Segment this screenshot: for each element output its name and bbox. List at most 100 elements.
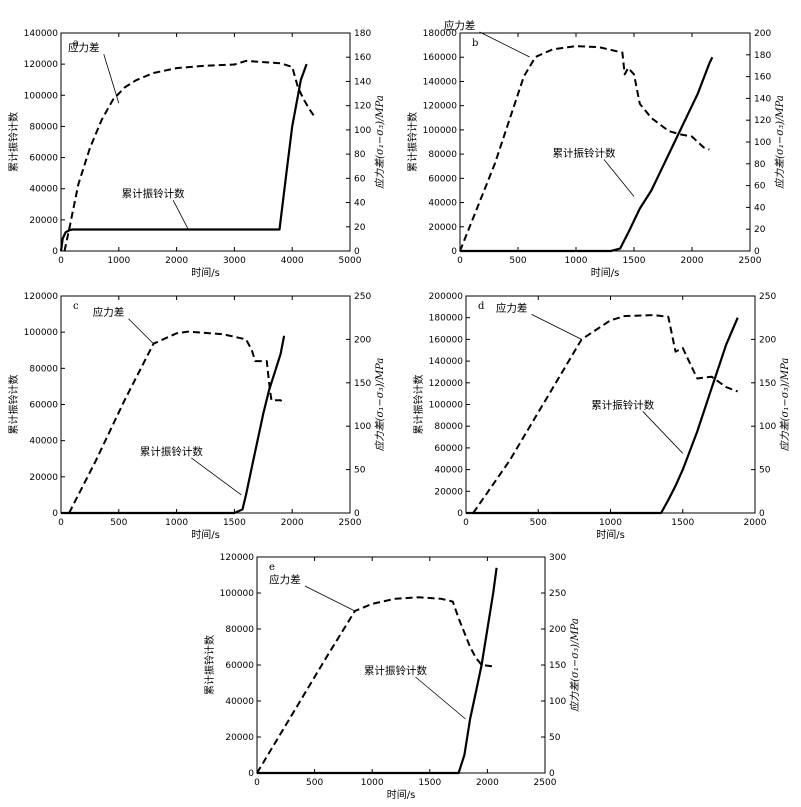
panel-letter: c [73, 301, 79, 312]
y-tick-label: 80000 [434, 422, 463, 432]
y-tick-label: 140000 [423, 77, 458, 87]
y-tick-label: 160000 [423, 53, 458, 63]
panel-letter: d [478, 301, 485, 312]
x-axis-title: 时间/s [191, 528, 220, 541]
x-tick-label: 2000 [281, 518, 304, 528]
panel-letter: a [73, 38, 79, 49]
annotation-leader [603, 159, 635, 197]
series-stress [256, 596, 494, 774]
x-tick-label: 3000 [223, 256, 246, 266]
plot-frame [60, 295, 351, 514]
series-count [59, 63, 308, 252]
x-tick-label: 1500 [671, 518, 694, 528]
y-tick-label: 100000 [220, 589, 255, 599]
y2-tick-label: 40 [354, 199, 366, 209]
y-tick-label: 0 [248, 769, 254, 779]
y-tick-label: 0 [457, 509, 463, 519]
x-tick-label: 2500 [739, 256, 762, 266]
y2-axis-title: 应力差(σ₁−σ₃)/MPa [774, 95, 786, 189]
y2-axis-title: 应力差(σ₁−σ₃)/MPa [374, 95, 386, 189]
y2-tick-label: 100 [354, 126, 371, 136]
annotation-stress: 应力差 [93, 306, 125, 319]
x-axis-title: 时间/s [191, 266, 220, 279]
y-tick-label: 100000 [24, 91, 59, 101]
y2-tick-label: 160 [354, 53, 371, 63]
x-tick-label: 1000 [599, 518, 622, 528]
x-tick-label: 0 [58, 518, 64, 528]
y-tick-label: 0 [52, 509, 58, 519]
panel-b: 0 500 1000 1500 2000 250002000040000600008000… [406, 19, 786, 279]
x-tick-label: 1000 [565, 256, 588, 266]
y-tick-label: 120000 [24, 60, 59, 70]
y2-tick-label: 100 [354, 422, 371, 432]
x-tick-label: 500 [509, 256, 526, 266]
y-tick-label: 40000 [29, 185, 58, 195]
y2-tick-label: 250 [759, 292, 776, 302]
x-tick-label: 5000 [339, 256, 362, 266]
annotation-stress: 应力差 [496, 301, 528, 314]
panel-c: 0 500 1000 1500 2000 250002000040000600008000… [7, 292, 386, 541]
y2-tick-label: 80 [754, 160, 766, 170]
y-tick-label: 140000 [429, 357, 464, 367]
series-count [466, 317, 739, 515]
y2-tick-label: 120 [754, 116, 771, 126]
y2-tick-label: 150 [549, 661, 566, 671]
y2-tick-label: 20 [754, 225, 766, 235]
series-stress [63, 59, 317, 252]
plot-frame [459, 32, 751, 252]
x-tick-label: 500 [306, 778, 323, 788]
y2-tick-label: 50 [549, 733, 561, 743]
annotation-leader [415, 676, 466, 720]
annotation-count: 累计振铃计数 [122, 187, 185, 200]
x-tick-label: 1500 [223, 518, 246, 528]
y2-tick-label: 200 [759, 335, 776, 345]
x-axis-title: 时间/s [596, 528, 625, 541]
y-tick-label: 140000 [24, 29, 59, 39]
y2-tick-label: 200 [754, 29, 771, 39]
y-tick-label: 120000 [220, 553, 255, 563]
y2-axis-title: 应力差(σ₁−σ₃)/MPa [779, 358, 791, 452]
y-axis-title: 累计振铃计数 [412, 375, 425, 435]
y2-tick-label: 140 [354, 77, 371, 87]
y2-tick-label: 100 [549, 697, 566, 707]
y-tick-label: 40000 [29, 437, 58, 447]
x-tick-label: 1000 [165, 518, 188, 528]
y2-tick-label: 50 [759, 466, 771, 476]
panel-letter: b [472, 38, 478, 49]
annotation-stress: 应力差 [444, 19, 476, 32]
y-tick-label: 40000 [434, 466, 463, 476]
panel-letter: e [269, 562, 275, 573]
plot-frame [60, 32, 351, 252]
y2-tick-label: 180 [754, 51, 771, 61]
y-tick-label: 200000 [429, 292, 464, 302]
y-tick-label: 80000 [428, 150, 457, 160]
x-tick-label: 2500 [534, 778, 557, 788]
series-stress [459, 45, 710, 252]
annotation-count: 累计振铃计数 [553, 147, 616, 160]
series-count [257, 567, 498, 775]
x-tick-label: 4000 [281, 256, 304, 266]
y2-tick-label: 0 [354, 247, 360, 257]
annotation-leader [128, 318, 154, 345]
x-tick-label: 500 [110, 518, 127, 528]
series-stress [68, 330, 285, 514]
y-tick-label: 120000 [24, 292, 59, 302]
y-tick-label: 20000 [434, 487, 463, 497]
x-tick-label: 0 [457, 256, 463, 266]
x-axis-title: 时间/s [387, 788, 416, 801]
annotation-count: 累计振铃计数 [140, 445, 203, 458]
y-axis-title: 累计振铃计数 [406, 112, 419, 172]
x-tick-label: 0 [58, 256, 64, 266]
y2-tick-label: 50 [354, 466, 366, 476]
annotation-leader [191, 457, 242, 496]
y2-tick-label: 300 [549, 553, 566, 563]
y2-tick-label: 180 [354, 29, 371, 39]
y-tick-label: 60000 [428, 174, 457, 184]
x-axis-title: 时间/s [591, 266, 620, 279]
y-tick-label: 60000 [29, 154, 58, 164]
panel-e: 0 500 1000 1500 2000 250002000040000600008000… [203, 553, 581, 801]
y-tick-label: 20000 [29, 473, 58, 483]
series-stress [472, 314, 739, 514]
y-tick-label: 60000 [434, 444, 463, 454]
y-tick-label: 180000 [423, 29, 458, 39]
